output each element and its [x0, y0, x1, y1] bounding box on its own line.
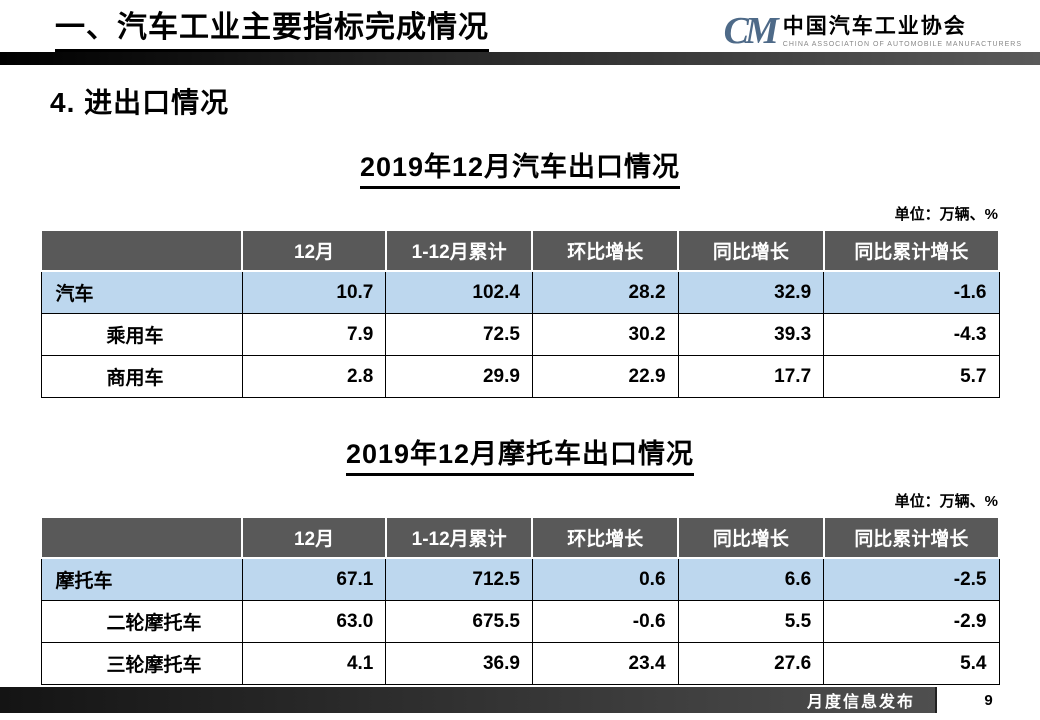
section-title: 4. 进出口情况: [50, 87, 230, 118]
page-number: 9: [935, 687, 1040, 713]
table-row: 乘用车 7.9 72.5 30.2 39.3 -4.3: [40, 313, 1000, 356]
logo-subtitle: CHINA ASSOCIATION OF AUTOMOBILE MANUFACT…: [782, 41, 1022, 49]
column-header: 12月: [241, 516, 387, 559]
column-header: 环比增长: [531, 229, 680, 272]
cell-value: 675.5: [385, 600, 533, 643]
row-label: 乘用车: [40, 313, 243, 356]
table-row: 商用车 2.8 29.9 22.9 17.7 5.7: [40, 355, 1000, 398]
cell-value: 27.6: [677, 642, 825, 685]
cell-value: 6.6: [677, 557, 825, 601]
cell-value: 23.4: [531, 642, 679, 685]
cell-value: -2.5: [823, 557, 1000, 601]
column-header: 1-12月累计: [384, 516, 534, 559]
logo-name: 中国汽车工业协会: [782, 14, 967, 38]
cell-value: 4.1: [241, 642, 387, 685]
cell-value: 5.4: [823, 642, 1000, 685]
logo-mark-icon: CM: [723, 10, 779, 52]
row-label: 汽车: [40, 270, 243, 314]
column-header: 12月: [241, 229, 387, 272]
motorcycle-export-unit: 单位：万辆、%: [894, 493, 998, 510]
cell-value: -4.3: [823, 313, 1000, 356]
motorcycle-export-block: 2019年12月摩托车出口情况 单位：万辆、% 12月 1-12月累计 环比增长…: [39, 432, 1001, 685]
column-header: [39, 229, 244, 272]
slide-footer: 月度信息发布 9: [0, 687, 1040, 713]
cell-value: 29.9: [385, 355, 533, 398]
row-label: 三轮摩托车: [40, 642, 243, 685]
cell-value: 32.9: [677, 270, 825, 314]
auto-export-table: 12月 1-12月累计 环比增长 同比增长 同比累计增长 汽车 10.7 102…: [39, 229, 1001, 398]
cell-value: 39.3: [677, 313, 825, 356]
logo: CM 中国汽车工业协会 CHINA ASSOCIATION OF AUTOMOB…: [724, 12, 1022, 50]
cell-value: 72.5: [385, 313, 533, 356]
cell-value: 28.2: [531, 270, 679, 314]
cell-value: 5.5: [677, 600, 825, 643]
cell-value: 102.4: [385, 270, 533, 314]
page-title: 一、汽车工业主要指标完成情况: [55, 10, 489, 52]
table-row: 汽车 10.7 102.4 28.2 32.9 -1.6: [40, 270, 1000, 314]
column-header: 同比增长: [677, 229, 825, 272]
auto-export-title-text: 2019年12月汽车出口情况: [359, 145, 681, 189]
cell-value: 22.9: [531, 355, 679, 398]
logo-text: 中国汽车工业协会 CHINA ASSOCIATION OF AUTOMOBILE…: [783, 14, 1022, 48]
column-header: 环比增长: [531, 516, 680, 559]
header-divider-bar: [0, 52, 1040, 65]
column-header: 同比增长: [677, 516, 825, 559]
column-header: 同比累计增长: [822, 229, 1001, 272]
auto-export-unit: 单位：万辆、%: [894, 206, 998, 223]
footer-label: 月度信息发布: [806, 694, 915, 711]
row-label: 二轮摩托车: [40, 600, 243, 643]
table-row: 三轮摩托车 4.1 36.9 23.4 27.6 5.4: [40, 642, 1000, 685]
column-header: 同比累计增长: [822, 516, 1001, 559]
cell-value: 2.8: [241, 355, 387, 398]
slide-content: 2019年12月汽车出口情况 单位：万辆、% 12月 1-12月累计 环比增长 …: [39, 145, 1001, 685]
cell-value: 10.7: [241, 270, 387, 314]
cell-value: 712.5: [385, 557, 533, 601]
cell-value: -2.9: [823, 600, 1000, 643]
cell-value: 17.7: [677, 355, 825, 398]
cell-value: 7.9: [241, 313, 387, 356]
motorcycle-export-title-text: 2019年12月摩托车出口情况: [345, 432, 695, 476]
row-label: 摩托车: [40, 557, 243, 601]
table-header-row: 12月 1-12月累计 环比增长 同比增长 同比累计增长: [39, 229, 1001, 272]
auto-export-title: 2019年12月汽车出口情况: [40, 145, 1000, 189]
motorcycle-export-title: 2019年12月摩托车出口情况: [40, 432, 1000, 476]
slide-header: 一、汽车工业主要指标完成情况 CM 中国汽车工业协会 CHINA ASSOCIA…: [0, 0, 1040, 52]
column-header: 1-12月累计: [384, 229, 534, 272]
cell-value: 0.6: [531, 557, 679, 601]
cell-value: 5.7: [823, 355, 1000, 398]
cell-value: 63.0: [241, 600, 387, 643]
table-row: 二轮摩托车 63.0 675.5 -0.6 5.5 -2.9: [40, 600, 1000, 643]
cell-value: 67.1: [241, 557, 387, 601]
row-label: 商用车: [40, 355, 243, 398]
auto-export-block: 2019年12月汽车出口情况 单位：万辆、% 12月 1-12月累计 环比增长 …: [39, 145, 1001, 398]
table-header-row: 12月 1-12月累计 环比增长 同比增长 同比累计增长: [39, 516, 1001, 559]
motorcycle-export-table: 12月 1-12月累计 环比增长 同比增长 同比累计增长 摩托车 67.1 71…: [39, 516, 1001, 685]
cell-value: 36.9: [385, 642, 533, 685]
footer-bar: 月度信息发布: [0, 687, 935, 713]
column-header: [39, 516, 244, 559]
table-row: 摩托车 67.1 712.5 0.6 6.6 -2.5: [40, 557, 1000, 601]
cell-value: -0.6: [531, 600, 679, 643]
cell-value: -1.6: [823, 270, 1000, 314]
cell-value: 30.2: [531, 313, 679, 356]
